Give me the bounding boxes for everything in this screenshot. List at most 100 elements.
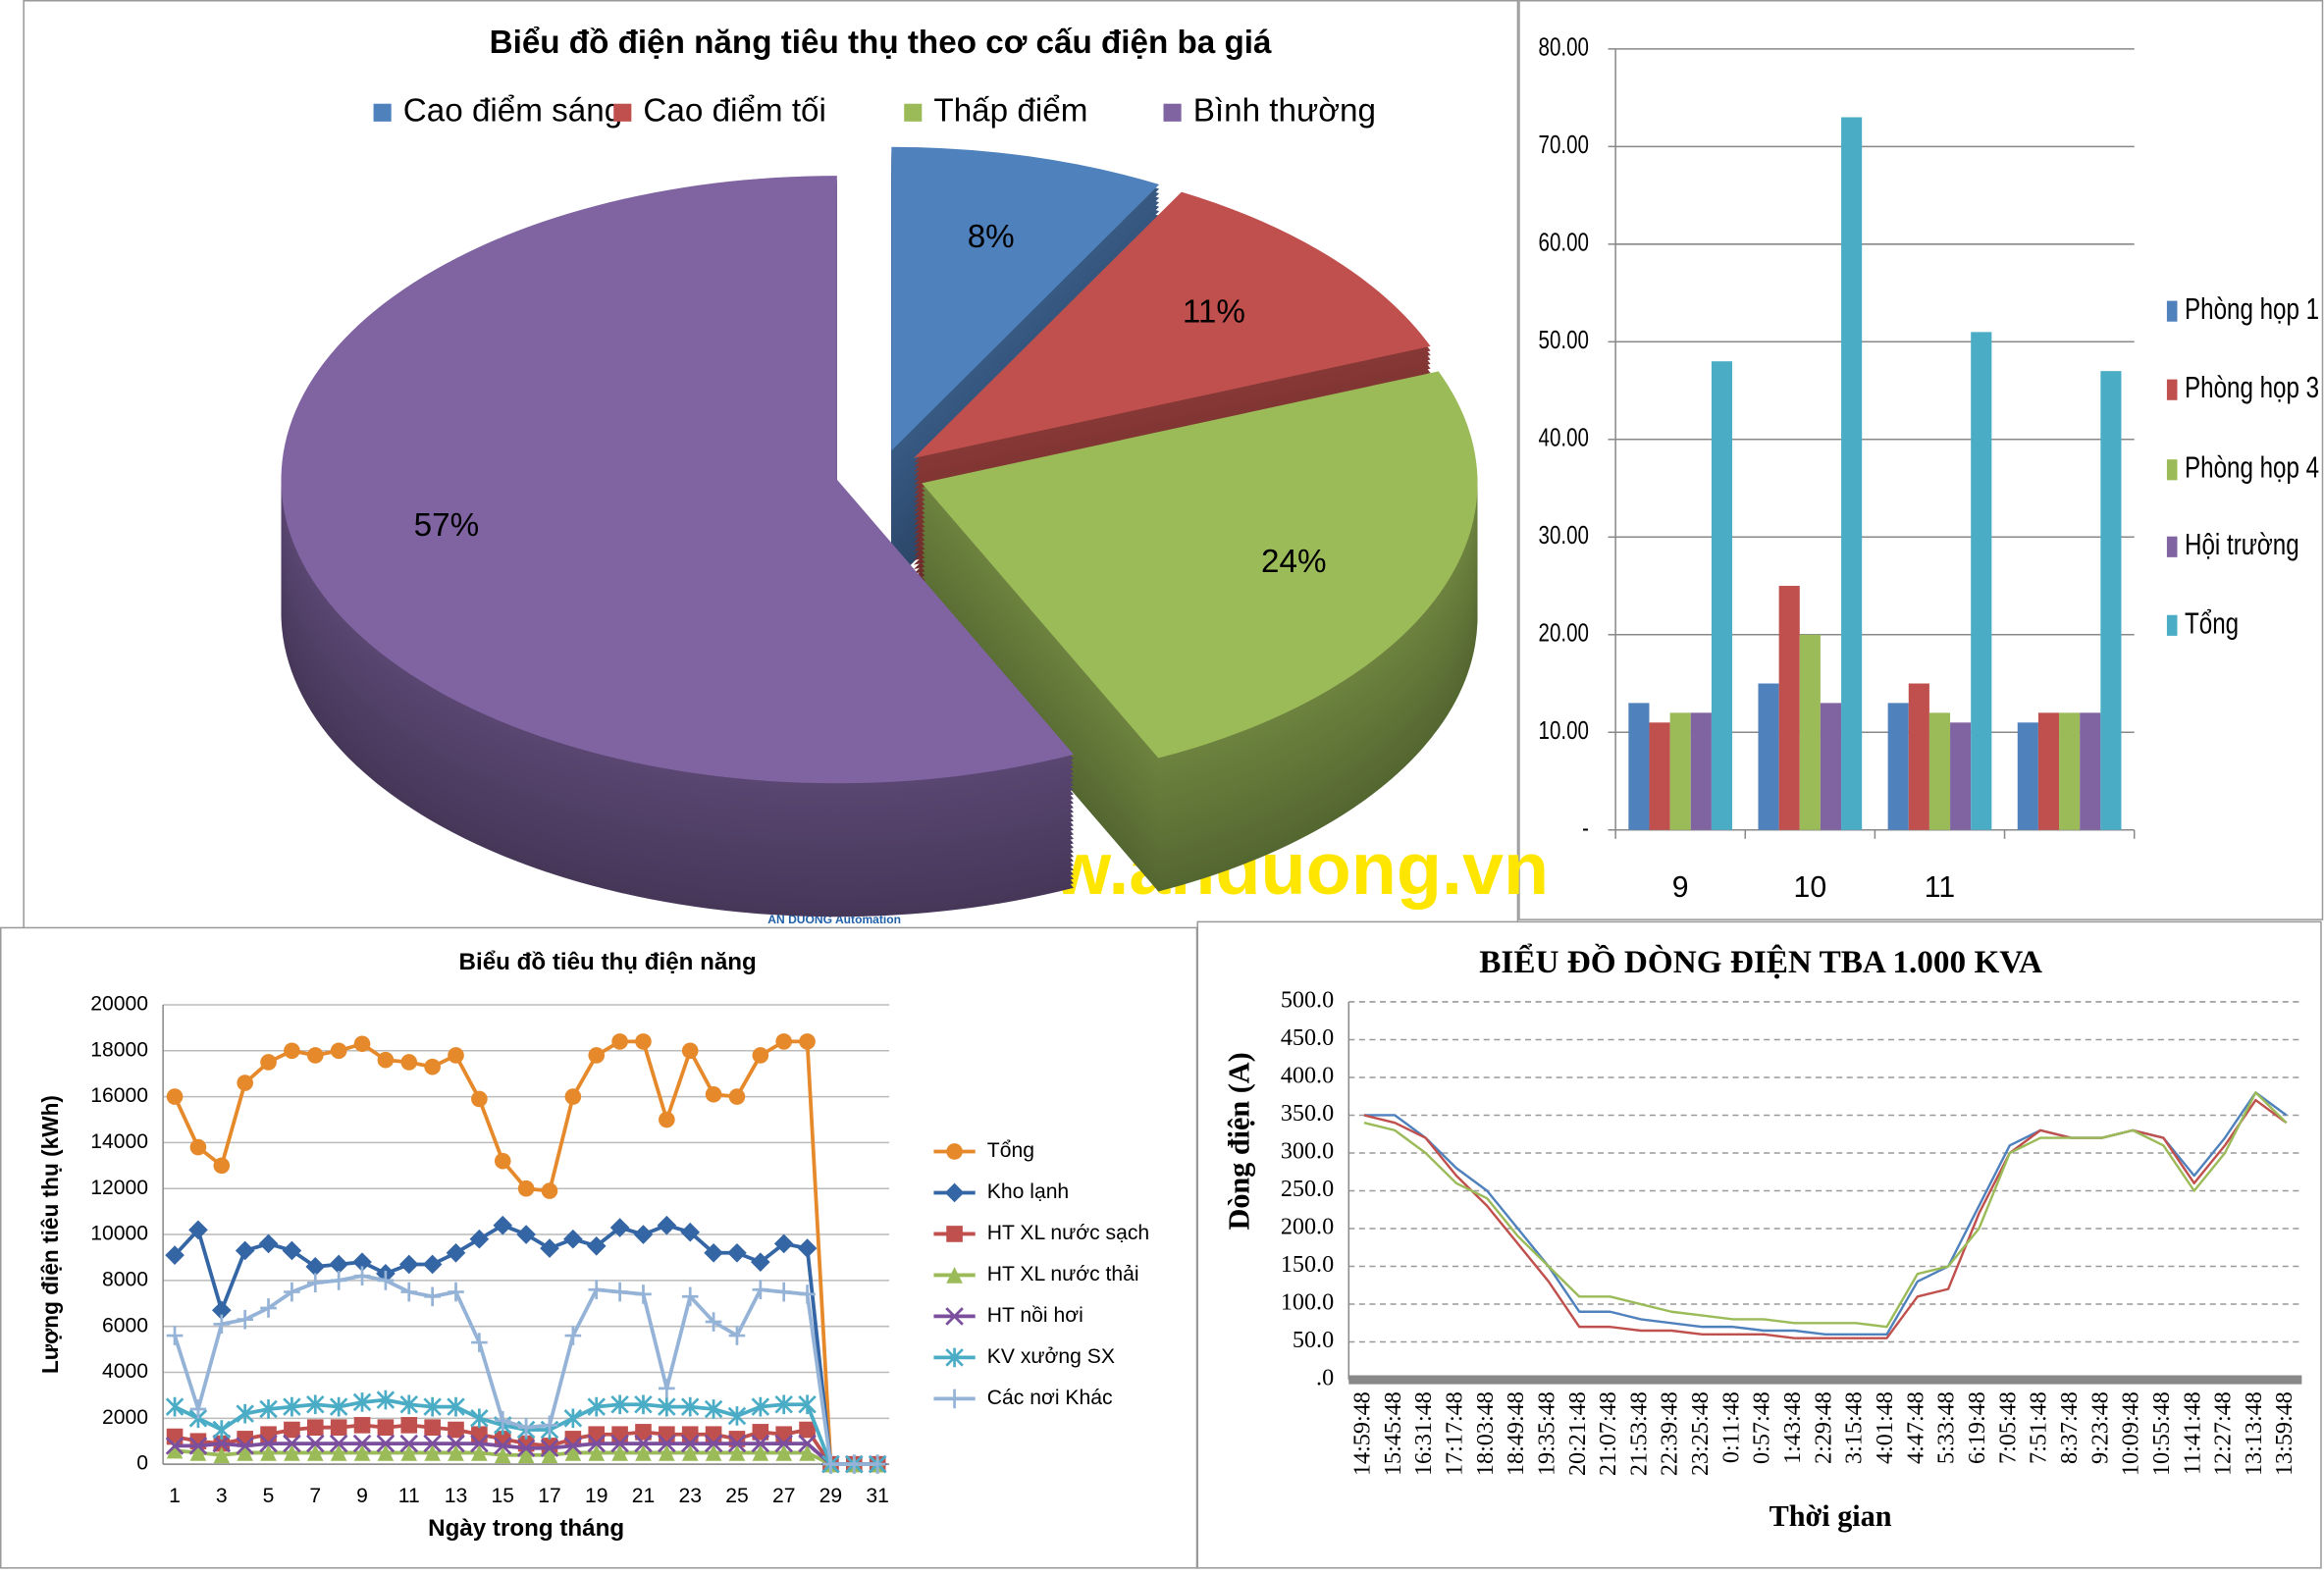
- marker: [377, 1051, 395, 1069]
- marker: [399, 1434, 419, 1453]
- bar: [1690, 712, 1712, 830]
- current-panel: [1196, 920, 2322, 1569]
- marker: [258, 1233, 279, 1254]
- marker: [752, 1280, 769, 1300]
- marker: [470, 1408, 489, 1429]
- y-tick-label: 30.00: [1539, 521, 1589, 550]
- bar: [2037, 712, 2060, 830]
- marker: [752, 1444, 769, 1461]
- marker: [330, 1419, 347, 1436]
- marker: [448, 1282, 464, 1302]
- y-axis-label: Lượng điện tiêu thụ (kWh): [37, 1095, 63, 1374]
- bar: [1649, 722, 1670, 830]
- marker: [260, 1444, 277, 1461]
- marker: [493, 1437, 512, 1455]
- series-line: [1363, 1091, 2288, 1329]
- x-tick-label: 23:25:48: [1687, 1391, 1714, 1476]
- y-tick-label: 10000: [90, 1223, 148, 1245]
- marker: [681, 1426, 699, 1443]
- y-tick-label: 70.00: [1539, 131, 1589, 159]
- marker: [446, 1242, 466, 1263]
- legend-swatch: [613, 103, 632, 122]
- x-tick-label: 17: [538, 1485, 560, 1507]
- marker: [799, 1285, 816, 1304]
- marker: [189, 1399, 207, 1419]
- marker: [306, 1444, 324, 1461]
- y-tick-label: 350.0: [1281, 1100, 1334, 1127]
- y-axis-label: Dòng điện (A): [1222, 1052, 1255, 1230]
- marker: [798, 1434, 817, 1453]
- marker: [705, 1312, 722, 1332]
- x-tick-label: 23: [678, 1485, 701, 1507]
- bar: [1928, 712, 1951, 830]
- marker: [635, 1285, 652, 1304]
- marker: [260, 1054, 277, 1071]
- y-tick-label: 14000: [90, 1130, 148, 1153]
- marker: [773, 1233, 794, 1254]
- marker: [946, 1267, 963, 1284]
- marker: [563, 1437, 583, 1455]
- marker: [946, 1226, 963, 1242]
- y-tick-label: 18000: [90, 1038, 148, 1061]
- y-tick-label: 100.0: [1281, 1289, 1334, 1316]
- chart-title: Biểu đồ điện năng tiêu thụ theo cơ cấu đ…: [490, 25, 1272, 61]
- marker: [284, 1042, 300, 1060]
- legend-label: Tổng: [987, 1139, 1034, 1162]
- marker: [353, 1266, 371, 1286]
- y-tick-label: 400.0: [1281, 1063, 1334, 1089]
- marker: [211, 1300, 232, 1321]
- marker: [775, 1426, 793, 1443]
- marker: [588, 1444, 606, 1461]
- legend-label: Tổng: [2185, 606, 2239, 640]
- marker: [635, 1033, 652, 1050]
- x-tick-label: 27: [772, 1485, 795, 1507]
- legend-swatch: [904, 103, 923, 122]
- x-tick-label: 10:09:48: [2118, 1391, 2144, 1476]
- x-tick-label: 21:53:48: [1625, 1391, 1652, 1476]
- marker: [260, 1426, 277, 1443]
- marker: [869, 1454, 886, 1474]
- marker: [611, 1426, 628, 1443]
- marker: [799, 1033, 816, 1050]
- pie-slice: [914, 191, 1431, 458]
- legend-label: Các nơi Khác: [987, 1387, 1113, 1409]
- marker: [398, 1254, 419, 1275]
- marker: [189, 1138, 207, 1156]
- legend-label: Cao điểm sáng: [403, 93, 622, 130]
- marker: [727, 1242, 747, 1263]
- line-chart: Biểu đồ tiêu thụ điện năng Ngày trong thá…: [37, 949, 1149, 1542]
- marker: [400, 1282, 418, 1302]
- bar: [1971, 332, 1992, 830]
- marker: [727, 1406, 747, 1426]
- data-label: 8%: [968, 219, 1015, 255]
- marker: [541, 1446, 558, 1464]
- y-tick-label: 500.0: [1281, 986, 1334, 1013]
- legend-swatch: [1163, 103, 1182, 122]
- x-tick-label: 11: [1925, 871, 1955, 904]
- marker: [377, 1271, 395, 1290]
- marker: [588, 1280, 606, 1300]
- legend-label: Phòng họp 3: [2185, 371, 2319, 404]
- marker: [470, 1434, 489, 1453]
- marker: [423, 1396, 442, 1417]
- marker: [260, 1298, 277, 1318]
- marker: [213, 1446, 231, 1464]
- legend-label: Phòng họp 1: [2185, 292, 2319, 326]
- legend-swatch: [373, 103, 392, 122]
- x-tick-label: 4:01:48: [1872, 1391, 1898, 1464]
- x-tick-label: 3:15:48: [1841, 1391, 1868, 1464]
- y-tick-label: 450.0: [1281, 1024, 1334, 1051]
- y-tick-label: 200.0: [1281, 1214, 1334, 1240]
- marker: [680, 1434, 700, 1453]
- data-label: 24%: [1261, 544, 1326, 580]
- y-tick-label: 8000: [102, 1268, 148, 1290]
- marker: [799, 1444, 816, 1461]
- legend-label: Cao điểm tối: [643, 93, 825, 130]
- legend-swatch: [2166, 379, 2178, 400]
- x-tick-label: 14:59:48: [1348, 1391, 1375, 1476]
- x-tick-label: 20:21:48: [1564, 1391, 1591, 1476]
- marker: [799, 1421, 816, 1439]
- marker: [329, 1434, 348, 1453]
- bar: [1669, 712, 1691, 830]
